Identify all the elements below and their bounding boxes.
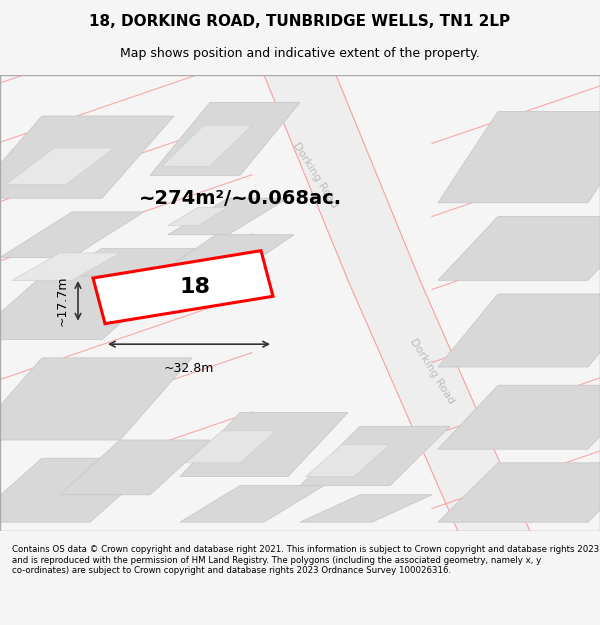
Polygon shape [300, 426, 450, 486]
Polygon shape [438, 462, 600, 522]
Polygon shape [60, 440, 210, 495]
Polygon shape [0, 212, 144, 258]
Polygon shape [30, 248, 222, 294]
Polygon shape [438, 216, 600, 280]
Text: Contains OS data © Crown copyright and database right 2021. This information is : Contains OS data © Crown copyright and d… [12, 545, 599, 575]
Polygon shape [168, 198, 288, 234]
Polygon shape [0, 358, 192, 440]
Text: Map shows position and indicative extent of the property.: Map shows position and indicative extent… [120, 48, 480, 61]
Text: 18: 18 [179, 277, 211, 297]
Polygon shape [168, 208, 228, 226]
Polygon shape [438, 294, 600, 367]
Polygon shape [156, 234, 294, 276]
Text: Dorking Road: Dorking Road [408, 337, 456, 406]
Polygon shape [186, 431, 276, 462]
Polygon shape [0, 276, 174, 339]
Polygon shape [264, 75, 420, 280]
Text: ~274m²/~0.068ac.: ~274m²/~0.068ac. [139, 189, 341, 208]
Polygon shape [306, 444, 390, 476]
Text: Dorking Road: Dorking Road [291, 141, 339, 210]
Polygon shape [93, 251, 273, 324]
Polygon shape [0, 458, 162, 522]
Polygon shape [6, 148, 114, 184]
Polygon shape [300, 495, 432, 522]
Polygon shape [12, 253, 120, 280]
Polygon shape [0, 116, 174, 198]
Polygon shape [438, 111, 600, 202]
Text: ~32.8m: ~32.8m [164, 362, 214, 376]
Text: ~17.7m: ~17.7m [56, 276, 69, 326]
Polygon shape [162, 125, 252, 166]
Polygon shape [438, 385, 600, 449]
Polygon shape [348, 280, 540, 554]
Polygon shape [180, 486, 324, 522]
Text: 18, DORKING ROAD, TUNBRIDGE WELLS, TN1 2LP: 18, DORKING ROAD, TUNBRIDGE WELLS, TN1 2… [89, 14, 511, 29]
Polygon shape [150, 102, 300, 176]
Polygon shape [180, 412, 348, 476]
